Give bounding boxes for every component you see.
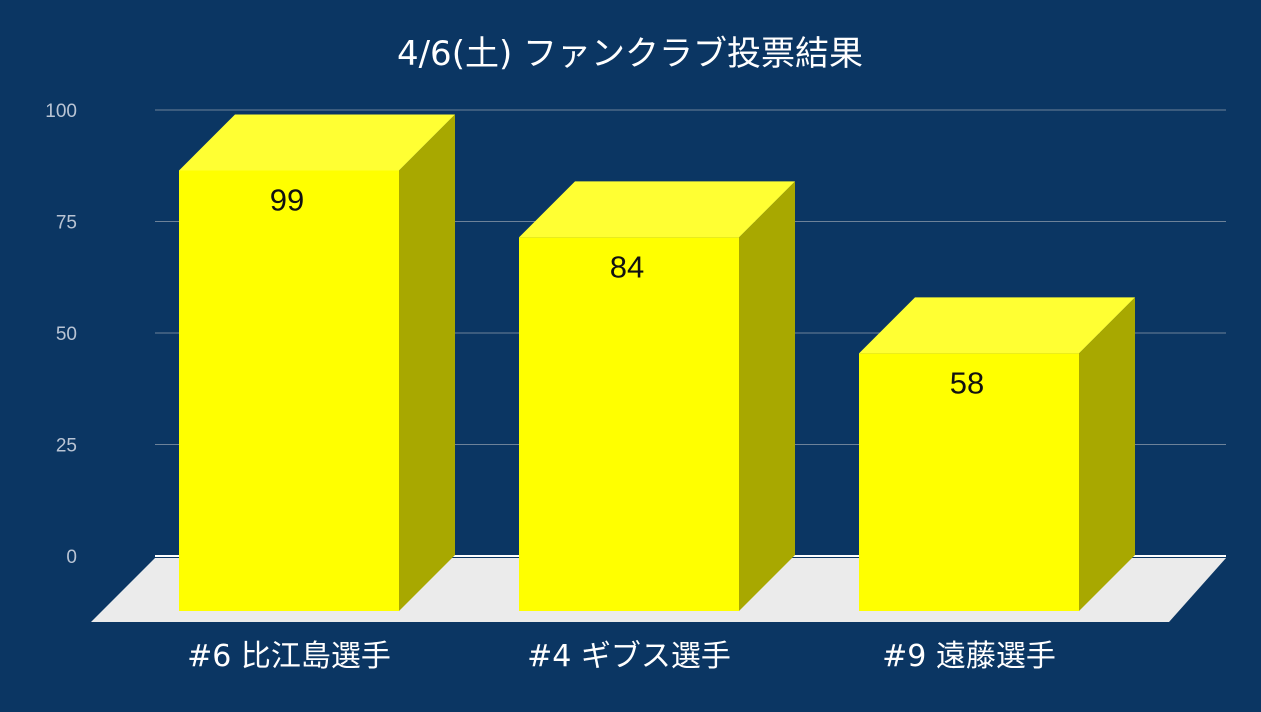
y-tick-label: 25 [56,436,77,457]
chart-title: 4/6(土) ファンクラブ投票結果 [397,34,863,74]
bar-side-face [1079,297,1135,611]
bar-top-face [519,181,795,238]
bar-3d: 58 [859,297,1135,611]
bar-front-face [179,170,399,611]
y-tick-label: 50 [56,324,77,345]
y-axis-ticks: 0 25 50 75 100 [45,101,77,568]
y-tick-label: 0 [66,547,77,568]
bar-front-face [859,353,1079,611]
bar-side-face [739,181,795,612]
data-label: 99 [270,182,304,217]
x-tick-label: #6 比江島選手 [187,639,391,674]
bar-3d: 99 [179,114,455,612]
x-tick-label: #4 ギブス選手 [527,639,731,674]
bar-front-face [519,237,739,612]
y-tick-label: 75 [56,213,77,234]
x-axis-ticks: #6 比江島選手 #4 ギブス選手 #9 遠藤選手 [187,639,1056,674]
bar-3d: 84 [519,181,795,612]
data-label: 58 [950,365,984,400]
bar-top-face [179,114,455,171]
y-tick-label: 100 [45,101,77,122]
bars: 99 84 58 [179,114,1135,612]
bar-top-face [859,297,1135,354]
x-tick-label: #9 遠藤選手 [882,639,1056,674]
data-label: 84 [610,249,644,284]
bar-side-face [399,114,455,612]
